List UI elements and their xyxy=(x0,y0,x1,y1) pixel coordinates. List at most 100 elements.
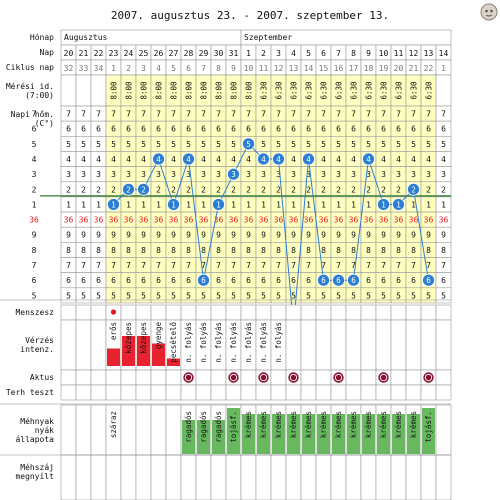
time-cell xyxy=(60,74,77,107)
cervix-cell xyxy=(390,454,407,500)
label-intercourse: Aktus xyxy=(29,373,54,382)
measure-time: 6:30 xyxy=(335,81,344,100)
temp-cell-label: 8 xyxy=(201,246,206,255)
day-number: 7 xyxy=(336,49,341,58)
temperature-point-label: 2 xyxy=(141,185,146,194)
temp-cell-label: 9 xyxy=(276,231,281,240)
temp-cell-label: 3 xyxy=(441,170,446,179)
temp-cell-label: 4 xyxy=(426,155,431,164)
temp-cell-label: 6 xyxy=(216,125,221,134)
preg-test-cell xyxy=(165,384,182,401)
temp-cell-label: 5 xyxy=(306,291,311,300)
temp-cell-label: 5 xyxy=(111,291,116,300)
temp-cell-label: 5 xyxy=(396,291,401,300)
temp-cell-label: 2 xyxy=(261,185,266,194)
measure-time: 6:30 xyxy=(380,81,389,100)
cycle-day-number: 2 xyxy=(126,64,131,73)
label-measure-time: Mérési id. (7:00) xyxy=(5,81,54,100)
temp-cell-label: 1 xyxy=(186,200,191,209)
temp-cell-label: 3 xyxy=(201,170,206,179)
temp-cell-label: 4 xyxy=(66,155,71,164)
temp-cell-label: 7 xyxy=(441,261,446,270)
temp-cell-label: 6 xyxy=(411,276,416,285)
temp-cell-label: 5 xyxy=(321,291,326,300)
mucus-bar xyxy=(272,414,285,454)
temp-cell-label: 3 xyxy=(246,170,251,179)
temp-cell-label: 2 xyxy=(186,185,191,194)
intercourse-cell xyxy=(270,369,287,386)
temp-cell-label: 36 xyxy=(379,216,389,225)
preg-test-cell xyxy=(105,384,122,401)
intercourse-icon xyxy=(228,372,239,383)
mucus-label: krémes xyxy=(409,411,418,439)
intercourse-cell xyxy=(165,369,182,386)
temp-cell-label: 5 xyxy=(231,291,236,300)
bleeding-intensity-label: n. folyás xyxy=(214,322,223,363)
temp-cell-label: 1 xyxy=(366,200,371,209)
mucus-bar xyxy=(377,414,390,454)
temp-cell-label: 6 xyxy=(66,125,71,134)
temp-cell-label: 5 xyxy=(156,140,161,149)
temp-cell-label: 5 xyxy=(276,291,281,300)
measure-time: 6:30 xyxy=(260,81,269,100)
menses-cell xyxy=(180,304,197,321)
bleeding-cell xyxy=(90,319,107,371)
time-cell xyxy=(75,74,92,107)
temp-cell-label: 7 xyxy=(141,110,146,119)
temp-cell-label: 3 xyxy=(171,170,176,179)
day-number: 14 xyxy=(439,49,449,58)
preg-test-cell xyxy=(195,384,212,401)
day-number: 12 xyxy=(409,49,419,58)
intercourse-cell xyxy=(75,369,92,386)
intercourse-cell xyxy=(390,369,407,386)
intercourse-cell xyxy=(315,369,332,386)
bleeding-bar xyxy=(107,348,120,366)
temp-cell-label: 9 xyxy=(186,231,191,240)
menses-dot xyxy=(110,309,117,315)
temp-cell-label: 3 xyxy=(306,170,311,179)
temperature-point-label: 6 xyxy=(321,276,326,285)
preg-test-cell xyxy=(60,384,77,401)
temp-cell-label: 1 xyxy=(81,200,86,209)
temp-cell-label: 4 xyxy=(246,155,251,164)
day-number: 3 xyxy=(276,49,281,58)
temp-cell-label: 6 xyxy=(216,276,221,285)
temp-cell-label: 7 xyxy=(366,110,371,119)
temp-cell-label: 7 xyxy=(366,261,371,270)
intercourse-icon-ring xyxy=(289,373,298,382)
temperature-point xyxy=(302,152,315,166)
label-cervix-opening: Méhszáj megnyílt xyxy=(15,463,54,481)
temp-cell-label: 5 xyxy=(141,140,146,149)
temp-cell-label: 9 xyxy=(156,231,161,240)
temp-cell-label: 3 xyxy=(66,170,71,179)
temp-cell-label: 3 xyxy=(366,170,371,179)
bleeding-intensity-label: közepes xyxy=(139,322,148,354)
bleeding-cell xyxy=(285,319,302,371)
temp-cell-label: 36 xyxy=(424,216,434,225)
temp-cell-label: 7 xyxy=(231,110,236,119)
temp-cell-label: 3 xyxy=(141,170,146,179)
mucus-bar xyxy=(302,414,315,454)
temp-row-label: 5 xyxy=(32,291,37,300)
time-cell xyxy=(90,74,107,107)
temp-cell-label: 2 xyxy=(81,185,86,194)
temp-cell-label: 7 xyxy=(216,261,221,270)
intercourse-cell xyxy=(405,369,422,386)
temp-cell-label: 3 xyxy=(186,170,191,179)
temp-cell-label: 5 xyxy=(306,140,311,149)
temp-cell-label: 9 xyxy=(201,231,206,240)
temp-cell-label: 6 xyxy=(156,276,161,285)
mucus-cell xyxy=(120,404,137,456)
intercourse-cell xyxy=(360,369,377,386)
menses-cell xyxy=(405,304,422,321)
temperature-point xyxy=(122,182,135,196)
month-label: Augusztus xyxy=(64,33,108,42)
measure-time: 8:00 xyxy=(170,81,179,100)
temp-cell-label: 7 xyxy=(156,261,161,270)
day-number: 30 xyxy=(214,49,224,58)
temp-cell-label: 3 xyxy=(396,170,401,179)
temp-cell-label: 9 xyxy=(396,231,401,240)
temp-cell-label: 7 xyxy=(231,261,236,270)
temp-cell-label: 9 xyxy=(426,231,431,240)
cervix-cell xyxy=(420,454,437,500)
